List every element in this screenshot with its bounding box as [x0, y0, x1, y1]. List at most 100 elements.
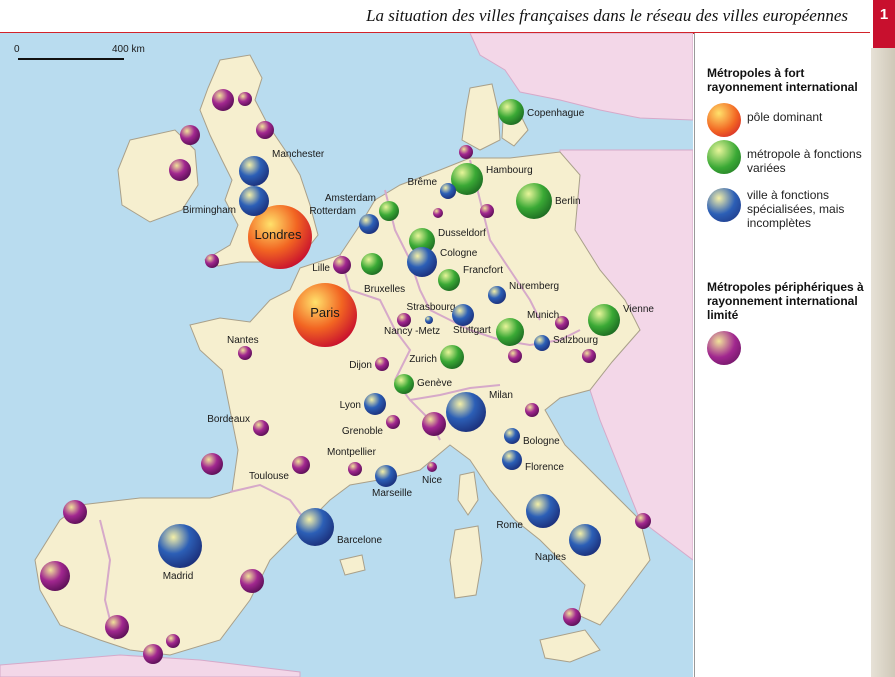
- city-marker-marseille: [375, 465, 397, 487]
- city-label-nancy-metz: Nancy -Metz: [384, 326, 440, 337]
- city-marker-bruxelles: [361, 253, 383, 275]
- city-marker-lyon: [364, 393, 386, 415]
- legend-varied-ball: [707, 140, 741, 174]
- scale-bar: 0 400 km: [14, 44, 145, 60]
- city-rotterdam: Rotterdam: [309, 206, 379, 234]
- unlabeled-city-marker: [508, 349, 522, 363]
- land-north-africa: [0, 654, 301, 677]
- city-label-rotterdam: Rotterdam: [309, 206, 356, 217]
- city-toulouse: Toulouse: [249, 456, 310, 482]
- city-label-nuremberg: Nuremberg: [509, 281, 559, 292]
- city-label-manchester: Manchester: [272, 149, 325, 160]
- city-label-hambourg: Hambourg: [486, 165, 533, 176]
- city-label-montpellier: Montpellier: [327, 447, 377, 458]
- unlabeled-city-marker: [169, 159, 191, 181]
- city-label-rome: Rome: [496, 520, 523, 531]
- city-label-milan: Milan: [489, 390, 513, 401]
- legend-section2-title: Métropoles périphériques à rayonnement i…: [707, 280, 864, 322]
- city-nantes: Nantes: [227, 335, 259, 360]
- legend-varied-label: métropole à fonctions variées: [747, 147, 862, 175]
- city-copenhague: Copenhague: [498, 99, 585, 125]
- city-marker-copenhague: [498, 99, 524, 125]
- legend-dominant-ball: [707, 103, 741, 137]
- city-markers: Londres Paris Copenhague Hambourg Berlin Amst…: [158, 99, 654, 582]
- city-dijon: Dijon: [349, 357, 389, 371]
- unlabeled-peripheral-cities: [40, 89, 651, 664]
- unlabeled-city-marker: [256, 121, 274, 139]
- city-manchester: Manchester: [239, 149, 325, 186]
- city-madrid: Madrid: [158, 524, 202, 582]
- unlabeled-city-marker: [238, 92, 252, 106]
- unlabeled-city-marker: [635, 513, 651, 529]
- city-hambourg: Hambourg: [451, 163, 533, 195]
- map-title: La situation des villes françaises dans …: [366, 6, 848, 25]
- city-marker-breme: [440, 183, 456, 199]
- unlabeled-city-marker: [166, 634, 180, 648]
- land-sardinia: [449, 525, 483, 599]
- city-amsterdam: Amsterdam: [325, 193, 399, 221]
- city-marker-zurich: [440, 345, 464, 369]
- city-marker-vienne: [588, 304, 620, 336]
- unlabeled-city-marker: [201, 453, 223, 475]
- city-marker-florence: [502, 450, 522, 470]
- city-marker-nuremberg: [488, 286, 506, 304]
- unlabeled-city-marker: [459, 145, 473, 159]
- city-marker-grenoble: [386, 415, 400, 429]
- city-label-madrid: Madrid: [163, 571, 194, 582]
- unlabeled-city-marker: [563, 608, 581, 626]
- city-marker-londres: [248, 205, 312, 269]
- city-marker-nancy-metz: [397, 313, 411, 327]
- city-marker-amsterdam: [379, 201, 399, 221]
- legend-dominant-label: pôle dominant: [747, 110, 823, 124]
- city-marker-paris: [293, 283, 357, 347]
- city-bologne: Bologne: [504, 428, 560, 447]
- land-sicily: [539, 629, 601, 663]
- map-area: 0 400 km Londres Paris Copen: [0, 32, 694, 677]
- city-label-marseille: Marseille: [372, 488, 412, 499]
- land-balearics: [339, 554, 366, 576]
- city-geneve: Genève: [394, 374, 452, 394]
- unlabeled-city-marker: [180, 125, 200, 145]
- page-edge: [870, 48, 895, 677]
- city-lille: Lille: [312, 256, 351, 274]
- unlabeled-city-marker: [433, 208, 443, 218]
- city-marker-rotterdam: [359, 214, 379, 234]
- city-vienne: Vienne: [588, 304, 654, 336]
- unlabeled-city-marker: [582, 349, 596, 363]
- city-marker-salzbourg: [534, 335, 550, 351]
- city-lyon: Lyon: [340, 393, 386, 415]
- city-label-londres: Londres: [255, 227, 302, 242]
- city-label-nantes: Nantes: [227, 335, 259, 346]
- city-marker-milan: [446, 392, 486, 432]
- unlabeled-city-marker: [105, 615, 129, 639]
- city-label-naples: Naples: [535, 552, 566, 563]
- city-strasbourg: Strasbourg: [407, 302, 455, 324]
- city-label-lyon: Lyon: [340, 400, 361, 411]
- city-nancy-metz: Nancy -Metz: [384, 313, 440, 337]
- city-florence: Florence: [502, 450, 564, 473]
- city-label-stuttgart: Stuttgart: [453, 325, 491, 336]
- chapter-tab: 1: [873, 0, 895, 48]
- scale-start-label: 0: [14, 44, 20, 55]
- land-corsica: [457, 471, 479, 516]
- city-marker-rome: [526, 494, 560, 528]
- land-denmark: [461, 83, 501, 151]
- city-marker-nice: [427, 462, 437, 472]
- unlabeled-city-marker: [480, 204, 494, 218]
- city-label-berlin: Berlin: [555, 196, 581, 207]
- city-francfort: Francfort: [438, 265, 503, 291]
- city-birmingham: Birmingham: [183, 186, 269, 216]
- city-label-vienne: Vienne: [623, 304, 654, 315]
- city-label-florence: Florence: [525, 462, 564, 473]
- city-label-munich: Munich: [527, 310, 559, 321]
- city-marker-munich: [496, 318, 524, 346]
- city-marker-toulouse: [292, 456, 310, 474]
- scale-end-label: 400 km: [112, 44, 145, 55]
- city-marker-cologne: [407, 247, 437, 277]
- city-naples: Naples: [535, 524, 601, 563]
- city-milan: Milan: [446, 390, 513, 432]
- city-marker-francfort: [438, 269, 460, 291]
- city-label-dusseldorf: Dusseldorf: [438, 228, 486, 239]
